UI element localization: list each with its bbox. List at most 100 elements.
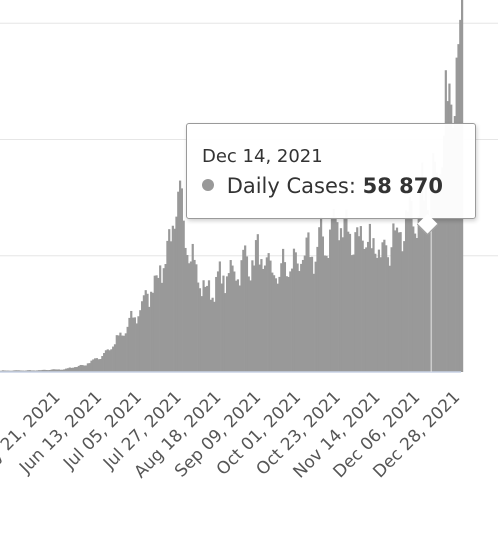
bar <box>61 369 64 372</box>
bar <box>121 335 124 372</box>
bar <box>390 247 393 372</box>
bar <box>377 249 381 372</box>
bar <box>312 273 315 372</box>
bar <box>202 280 205 372</box>
bar <box>356 227 359 372</box>
bar <box>395 227 399 372</box>
bar <box>345 209 348 372</box>
bar <box>274 278 277 372</box>
bar <box>354 232 357 372</box>
bar <box>419 177 422 372</box>
bar <box>336 222 339 372</box>
bar <box>207 280 211 372</box>
bar <box>150 291 153 372</box>
bar <box>225 276 229 372</box>
bar <box>188 263 191 372</box>
bar <box>432 153 435 372</box>
bar <box>74 367 77 372</box>
bar <box>104 350 108 372</box>
bar <box>117 335 120 372</box>
bar <box>68 367 71 372</box>
bar <box>86 363 89 372</box>
bar <box>175 216 178 372</box>
bar <box>251 260 254 372</box>
bar <box>348 233 352 372</box>
bar <box>276 283 279 372</box>
bar <box>139 310 142 372</box>
bar <box>182 220 185 372</box>
bar <box>415 238 418 372</box>
bar <box>115 335 118 372</box>
bar <box>124 333 127 372</box>
bar <box>153 275 156 372</box>
bar <box>83 365 86 372</box>
bar <box>164 264 167 372</box>
bar <box>271 272 274 372</box>
bar <box>361 240 364 372</box>
bar <box>339 228 343 372</box>
bar <box>41 369 44 372</box>
bar <box>453 116 456 372</box>
bar <box>191 243 194 372</box>
bar <box>39 370 42 372</box>
bar <box>206 285 209 372</box>
bar <box>236 279 240 372</box>
bar <box>231 265 234 372</box>
bar <box>385 245 388 372</box>
bar <box>110 349 113 372</box>
bar <box>394 230 397 372</box>
bar <box>157 277 160 372</box>
bar <box>359 226 362 372</box>
bar <box>272 275 276 372</box>
bar <box>45 370 48 372</box>
bar <box>285 276 288 372</box>
bar <box>216 271 220 372</box>
bar <box>242 249 245 372</box>
bar <box>424 187 428 372</box>
tooltip-series-marker-icon <box>202 179 214 191</box>
tooltip-value: 58 870 <box>362 174 443 198</box>
bar <box>408 196 411 372</box>
bar <box>70 367 73 372</box>
bar <box>27 370 30 372</box>
bar <box>433 161 437 372</box>
bar <box>32 370 35 372</box>
bar <box>403 241 406 372</box>
bar <box>263 265 267 372</box>
bar <box>112 346 115 372</box>
bar <box>298 271 301 372</box>
bar <box>265 257 268 372</box>
bar <box>404 210 408 372</box>
bar <box>171 225 174 372</box>
bar <box>148 306 151 372</box>
bar <box>195 264 198 372</box>
bar <box>229 260 232 372</box>
bar <box>287 276 290 372</box>
bar <box>186 255 189 372</box>
bar <box>374 253 377 372</box>
bar <box>321 236 324 372</box>
bar <box>365 247 368 372</box>
bar <box>220 283 223 372</box>
bar <box>280 263 283 372</box>
bar <box>108 350 111 372</box>
bar <box>159 265 162 372</box>
bar <box>224 293 227 372</box>
bar <box>47 370 50 372</box>
bar <box>244 245 247 372</box>
bar <box>383 239 386 372</box>
bar <box>314 261 317 372</box>
bar <box>397 232 400 372</box>
bar <box>291 268 294 372</box>
bar <box>238 285 241 372</box>
bar <box>247 276 250 372</box>
bar <box>77 365 80 372</box>
bar <box>319 217 323 372</box>
bar <box>12 370 15 372</box>
bar <box>442 135 446 372</box>
bar <box>370 248 373 372</box>
bar <box>278 276 281 372</box>
bar <box>155 275 158 372</box>
bar <box>103 353 106 372</box>
bar <box>406 211 409 372</box>
